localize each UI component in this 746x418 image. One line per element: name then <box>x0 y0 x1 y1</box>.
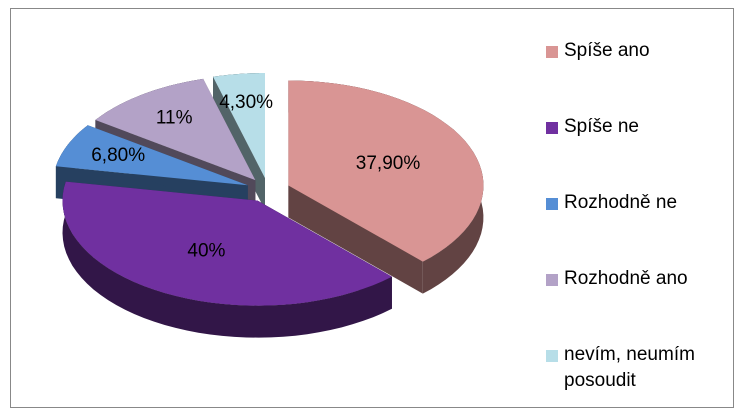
legend-item: Spíše ne <box>546 114 736 190</box>
slice-group <box>288 80 484 294</box>
legend-item: Rozhodně ne <box>546 190 736 266</box>
slice <box>213 73 265 178</box>
legend-label: Spíše ano <box>564 40 650 61</box>
data-label: 11% <box>156 107 193 128</box>
slice-side <box>62 181 392 338</box>
legend-label: Spíše ne <box>564 116 639 137</box>
data-label: 40% <box>187 240 225 261</box>
legend-label: Rozhodně ne <box>564 192 678 213</box>
slice-side <box>288 185 423 294</box>
chart-frame <box>10 8 734 408</box>
slice-group <box>62 181 392 338</box>
legend-label: Rozhodně ano <box>564 268 688 289</box>
legend-label: nevím, neumím posoudit <box>564 344 695 391</box>
slice <box>95 78 256 181</box>
legend-item: nevím, neumím posoudit <box>546 342 736 418</box>
legend-swatch <box>546 350 558 362</box>
data-label: 4,30% <box>219 92 273 113</box>
slice <box>288 80 484 262</box>
legend-item: Rozhodně ano <box>546 266 736 342</box>
data-label: 37,90% <box>356 153 421 174</box>
slice <box>62 181 392 306</box>
legend-item: Spíše ano <box>546 38 736 114</box>
legend-swatch <box>546 198 558 210</box>
legend: Spíše ano Spíše ne Rozhodně ne Rozhodně ano… <box>546 38 736 418</box>
legend-swatch <box>546 274 558 286</box>
slice <box>55 125 248 186</box>
legend-swatch <box>546 122 558 134</box>
legend-swatch <box>546 46 558 58</box>
data-label: 6,80% <box>91 145 145 166</box>
